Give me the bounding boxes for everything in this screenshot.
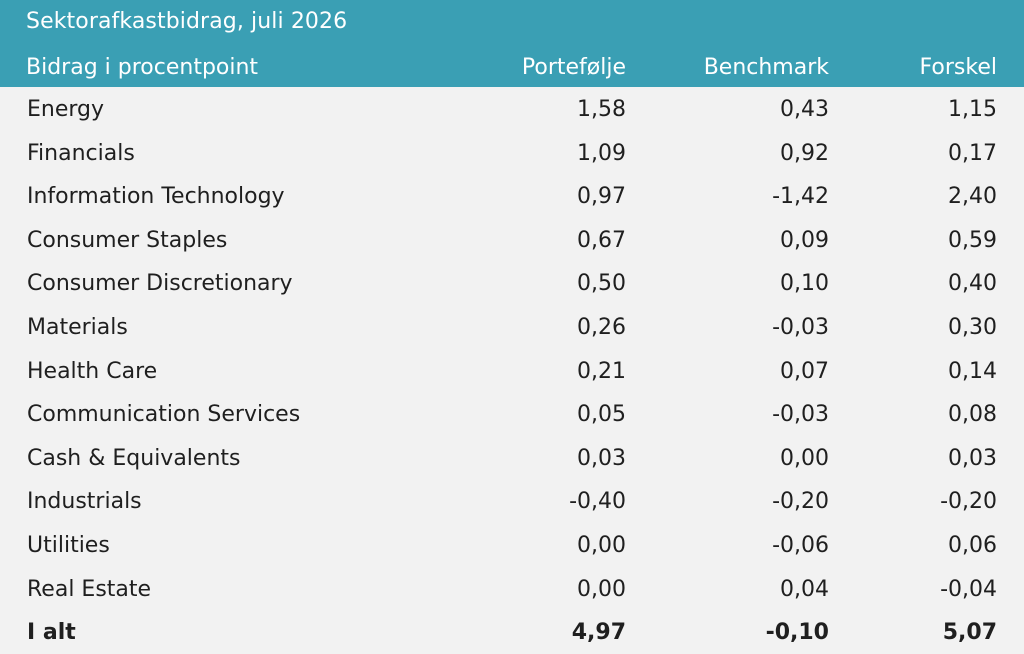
forskel-value: 0,08	[948, 402, 997, 428]
table-row: Energy 1,58 0,43 1,15	[0, 87, 1024, 131]
forskel-value: 0,14	[948, 358, 997, 384]
portefolje-value: 0,67	[577, 227, 626, 253]
benchmark-value: 0,04	[780, 576, 829, 602]
forskel-value: -0,04	[940, 576, 997, 602]
benchmark-value: 0,09	[780, 227, 829, 253]
benchmark-value: -0,06	[772, 532, 829, 558]
row-label: Energy	[27, 97, 105, 122]
column-header-forskel: Forskel	[919, 55, 997, 80]
forskel-value: 0,30	[948, 314, 997, 340]
row-label: Consumer Staples	[27, 227, 228, 253]
portefolje-value: 0,50	[577, 271, 626, 297]
forskel-value: 0,17	[948, 140, 997, 166]
table-row: Materials 0,26 -0,03 0,30	[0, 305, 1024, 349]
row-label: Cash & Equivalents	[27, 445, 241, 471]
benchmark-value: -0,10	[765, 620, 829, 646]
table-header: Sektorafkastbidrag, juli 2026 Bidrag i p…	[0, 0, 1024, 87]
table-row: Utilities 0,00 -0,06 0,06	[0, 523, 1024, 567]
portefolje-value: 0,00	[577, 532, 626, 558]
benchmark-value: 0,00	[780, 445, 829, 471]
table-title: Sektorafkastbidrag, juli 2026	[26, 9, 348, 34]
row-label: I alt	[27, 620, 76, 646]
benchmark-value: -0,20	[772, 489, 829, 515]
portefolje-value: 0,00	[577, 576, 626, 602]
column-header-benchmark: Benchmark	[703, 55, 829, 80]
table-row: Real Estate 0,00 0,04 -0,04	[0, 567, 1024, 611]
column-header-portefolje: Portefølje	[521, 55, 626, 80]
benchmark-value: 0,43	[780, 97, 829, 122]
row-label: Industrials	[27, 489, 142, 515]
portefolje-value: 0,03	[577, 445, 626, 471]
benchmark-value: 0,92	[780, 140, 829, 166]
forskel-value: 0,40	[948, 271, 997, 297]
portefolje-value: 0,05	[577, 402, 626, 428]
table-row: Financials 1,09 0,92 0,17	[0, 131, 1024, 175]
row-label: Communication Services	[27, 402, 301, 428]
row-label: Health Care	[27, 358, 158, 384]
forskel-value: -0,20	[940, 489, 997, 515]
table-row: Information Technology 0,97 -1,42 2,40	[0, 174, 1024, 218]
row-label: Materials	[27, 314, 128, 340]
row-label: Financials	[27, 140, 135, 166]
table-row: Health Care 0,21 0,07 0,14	[0, 349, 1024, 393]
table-row: Consumer Staples 0,67 0,09 0,59	[0, 218, 1024, 262]
forskel-value: 2,40	[948, 184, 997, 210]
column-header-label: Bidrag i procentpoint	[26, 55, 259, 80]
benchmark-value: 0,10	[780, 271, 829, 297]
portefolje-value: 1,09	[577, 140, 626, 166]
benchmark-value: -1,42	[772, 184, 829, 210]
table-row: Communication Services 0,05 -0,03 0,08	[0, 392, 1024, 436]
table-body: Energy 1,58 0,43 1,15 Financials 1,09 0,92 0,17…	[0, 87, 1024, 654]
forskel-value: 0,06	[948, 532, 997, 558]
row-label: Utilities	[27, 532, 110, 558]
forskel-value: 0,59	[948, 227, 997, 253]
table-row: Industrials -0,40 -0,20 -0,20	[0, 479, 1024, 523]
benchmark-value: 0,07	[780, 358, 829, 384]
portefolje-value: 0,26	[577, 314, 626, 340]
forskel-value: 0,03	[948, 445, 997, 471]
portefolje-value: 0,97	[577, 184, 626, 210]
portefolje-value: 0,21	[577, 358, 626, 384]
portefolje-value: 4,97	[571, 620, 626, 646]
benchmark-value: -0,03	[772, 314, 829, 340]
table-row: Cash & Equivalents 0,03 0,00 0,03	[0, 436, 1024, 480]
total-row: I alt 4,97 -0,10 5,07	[0, 610, 1024, 654]
portefolje-value: -0,40	[569, 489, 626, 515]
row-label: Real Estate	[27, 576, 152, 602]
forskel-value: 5,07	[942, 620, 997, 646]
row-label: Consumer Discretionary	[27, 271, 293, 297]
portefolje-value: 1,58	[577, 97, 626, 122]
row-label: Information Technology	[27, 184, 285, 210]
benchmark-value: -0,03	[772, 402, 829, 428]
table-row: Consumer Discretionary 0,50 0,10 0,40	[0, 261, 1024, 305]
forskel-value: 1,15	[948, 97, 997, 122]
